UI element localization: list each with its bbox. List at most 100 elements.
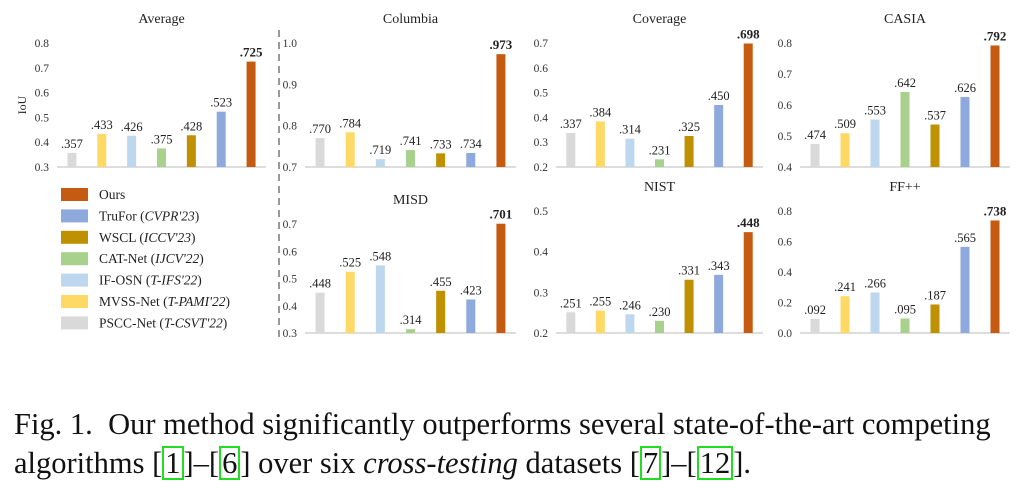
- y-tick-label: 0.3: [534, 287, 549, 299]
- bar-if-osn: [870, 292, 880, 333]
- chart-panels: Average 0.3 0.4 0.5 0.6 0.7 0.8 IoU .357 .433 .426…: [15, 12, 1010, 340]
- y-tick-label: 0.4: [35, 137, 50, 149]
- data-label: .973: [490, 37, 513, 52]
- y-tick-label: 0.7: [534, 38, 549, 50]
- data-label: .509: [834, 117, 856, 131]
- bar-cat-net: [406, 150, 415, 167]
- chart-title: MISD: [393, 193, 428, 208]
- citation-link-6[interactable]: 6: [219, 446, 241, 480]
- citation-link-12[interactable]: 12: [696, 446, 734, 480]
- caption-text-2b: ]–[: [183, 446, 220, 480]
- data-label: .331: [678, 264, 700, 278]
- bar-ours: [990, 45, 1000, 168]
- legend-item-trufor: TruFor (CVPR'23): [61, 208, 199, 223]
- bar-pscc-net: [810, 144, 820, 167]
- bar-ours: [743, 43, 753, 167]
- data-label: .738: [984, 203, 1007, 218]
- y-tick-label: 0.4: [778, 162, 793, 174]
- y-tick-label: 0.0: [778, 328, 793, 340]
- figure-caption: Fig. 1. Our method significantly outperf…: [14, 405, 1019, 483]
- data-label: .375: [151, 132, 173, 146]
- legend-swatch: [61, 273, 88, 287]
- bar-mvss-net: [345, 271, 355, 333]
- bar-trufor: [714, 105, 724, 167]
- chart-panel-0: Average 0.3 0.4 0.5 0.6 0.7 0.8 IoU .357 .433 .426…: [15, 12, 266, 174]
- bar-mvss-net: [840, 296, 850, 333]
- caption-italic: cross-testing: [363, 446, 518, 480]
- y-tick-label: 0.7: [283, 219, 298, 231]
- bar-ours: [990, 220, 1000, 333]
- data-label: .642: [894, 76, 916, 90]
- citation-link-7[interactable]: 7: [639, 446, 662, 480]
- caption-text-2e: ]–[: [661, 446, 697, 480]
- y-tick-label: 0.6: [283, 246, 298, 258]
- bar-pscc-net: [566, 133, 576, 167]
- bar-wscl: [186, 135, 196, 167]
- y-axis-label: IoU: [15, 95, 29, 114]
- legend-label: PSCC-Net (T-CSVT'22): [99, 315, 227, 330]
- legend-item-pscc-net: PSCC-Net (T-CSVT'22): [61, 315, 227, 330]
- data-label: .266: [864, 276, 886, 290]
- legend-swatch: [61, 295, 88, 308]
- caption-text-2d: datasets [: [517, 446, 640, 480]
- legend-item-cat-net: CAT-Net (IJCV'22): [61, 251, 204, 266]
- y-tick-label: 0.5: [35, 112, 50, 124]
- data-label: .384: [589, 105, 612, 119]
- y-tick-label: 0.7: [35, 63, 50, 75]
- data-label: .698: [737, 26, 760, 41]
- y-tick-label: 0.3: [534, 137, 549, 149]
- bar-if-osn: [375, 159, 385, 167]
- data-label: .095: [894, 303, 916, 317]
- legend-item-wscl: WSCL (ICCV'23): [61, 230, 196, 245]
- y-tick-label: 0.5: [778, 131, 793, 143]
- legend-label: WSCL (ICCV'23): [99, 230, 196, 245]
- bar-wscl: [684, 279, 694, 333]
- chart-title: Coverage: [633, 12, 687, 27]
- legend: Ours TruFor (CVPR'23) WSCL (ICCV'23) CAT-Ne…: [61, 187, 230, 330]
- bar-cat-net: [157, 148, 166, 167]
- bar-if-osn: [625, 138, 635, 167]
- chart-panel-6: FF++ 0.0 0.2 0.4 0.6 0.8 .092 .241 .266 .095 .187.…: [778, 180, 1010, 340]
- data-label: .741: [400, 134, 422, 148]
- bar-wscl: [930, 124, 940, 167]
- bar-if-osn: [625, 314, 635, 333]
- y-tick-label: 0.4: [534, 112, 549, 124]
- bar-wscl: [436, 290, 446, 333]
- bar-wscl: [436, 153, 446, 167]
- bar-mvss-net: [345, 132, 355, 167]
- data-label: .314: [619, 123, 642, 137]
- chart-title: Columbia: [383, 12, 439, 27]
- legend-item-if-osn: IF-OSN (T-IFS'22): [61, 273, 202, 288]
- bar-wscl: [930, 304, 940, 333]
- y-tick-label: 0.3: [35, 162, 50, 174]
- comparison-figure: Average 0.3 0.4 0.5 0.6 0.7 0.8 IoU .357 .433 .426…: [15, 12, 1010, 342]
- caption-text-1: Our method significantly outperforms sev…: [108, 407, 991, 441]
- legend-swatch: [61, 252, 88, 266]
- data-label: .246: [619, 298, 641, 312]
- y-tick-label: 1.0: [283, 38, 298, 50]
- data-label: .428: [180, 119, 202, 133]
- bar-trufor: [216, 111, 226, 167]
- legend-label: IF-OSN (T-IFS'22): [99, 273, 202, 288]
- legend-label: Ours: [99, 187, 125, 202]
- legend-label: CAT-Net (IJCV'22): [99, 251, 204, 266]
- citation-link-1[interactable]: 1: [162, 446, 184, 480]
- data-label: .770: [309, 122, 331, 136]
- data-label: .314: [400, 313, 423, 327]
- bar-cat-net: [406, 329, 415, 333]
- chart-title: CASIA: [884, 12, 927, 27]
- y-tick-label: 0.8: [35, 38, 50, 50]
- data-label: .784: [339, 116, 362, 130]
- bar-trufor: [466, 152, 476, 167]
- y-tick-label: 0.6: [534, 63, 549, 75]
- data-label: .725: [240, 45, 263, 60]
- y-tick-label: 0.3: [283, 328, 298, 340]
- data-label: .548: [369, 249, 391, 263]
- legend-swatch: [61, 316, 88, 330]
- bar-if-osn: [375, 265, 385, 333]
- data-label: .325: [678, 120, 700, 134]
- bar-mvss-net: [595, 310, 605, 333]
- legend-swatch: [61, 209, 88, 223]
- bar-mvss-net: [97, 134, 107, 167]
- data-label: .626: [954, 81, 976, 95]
